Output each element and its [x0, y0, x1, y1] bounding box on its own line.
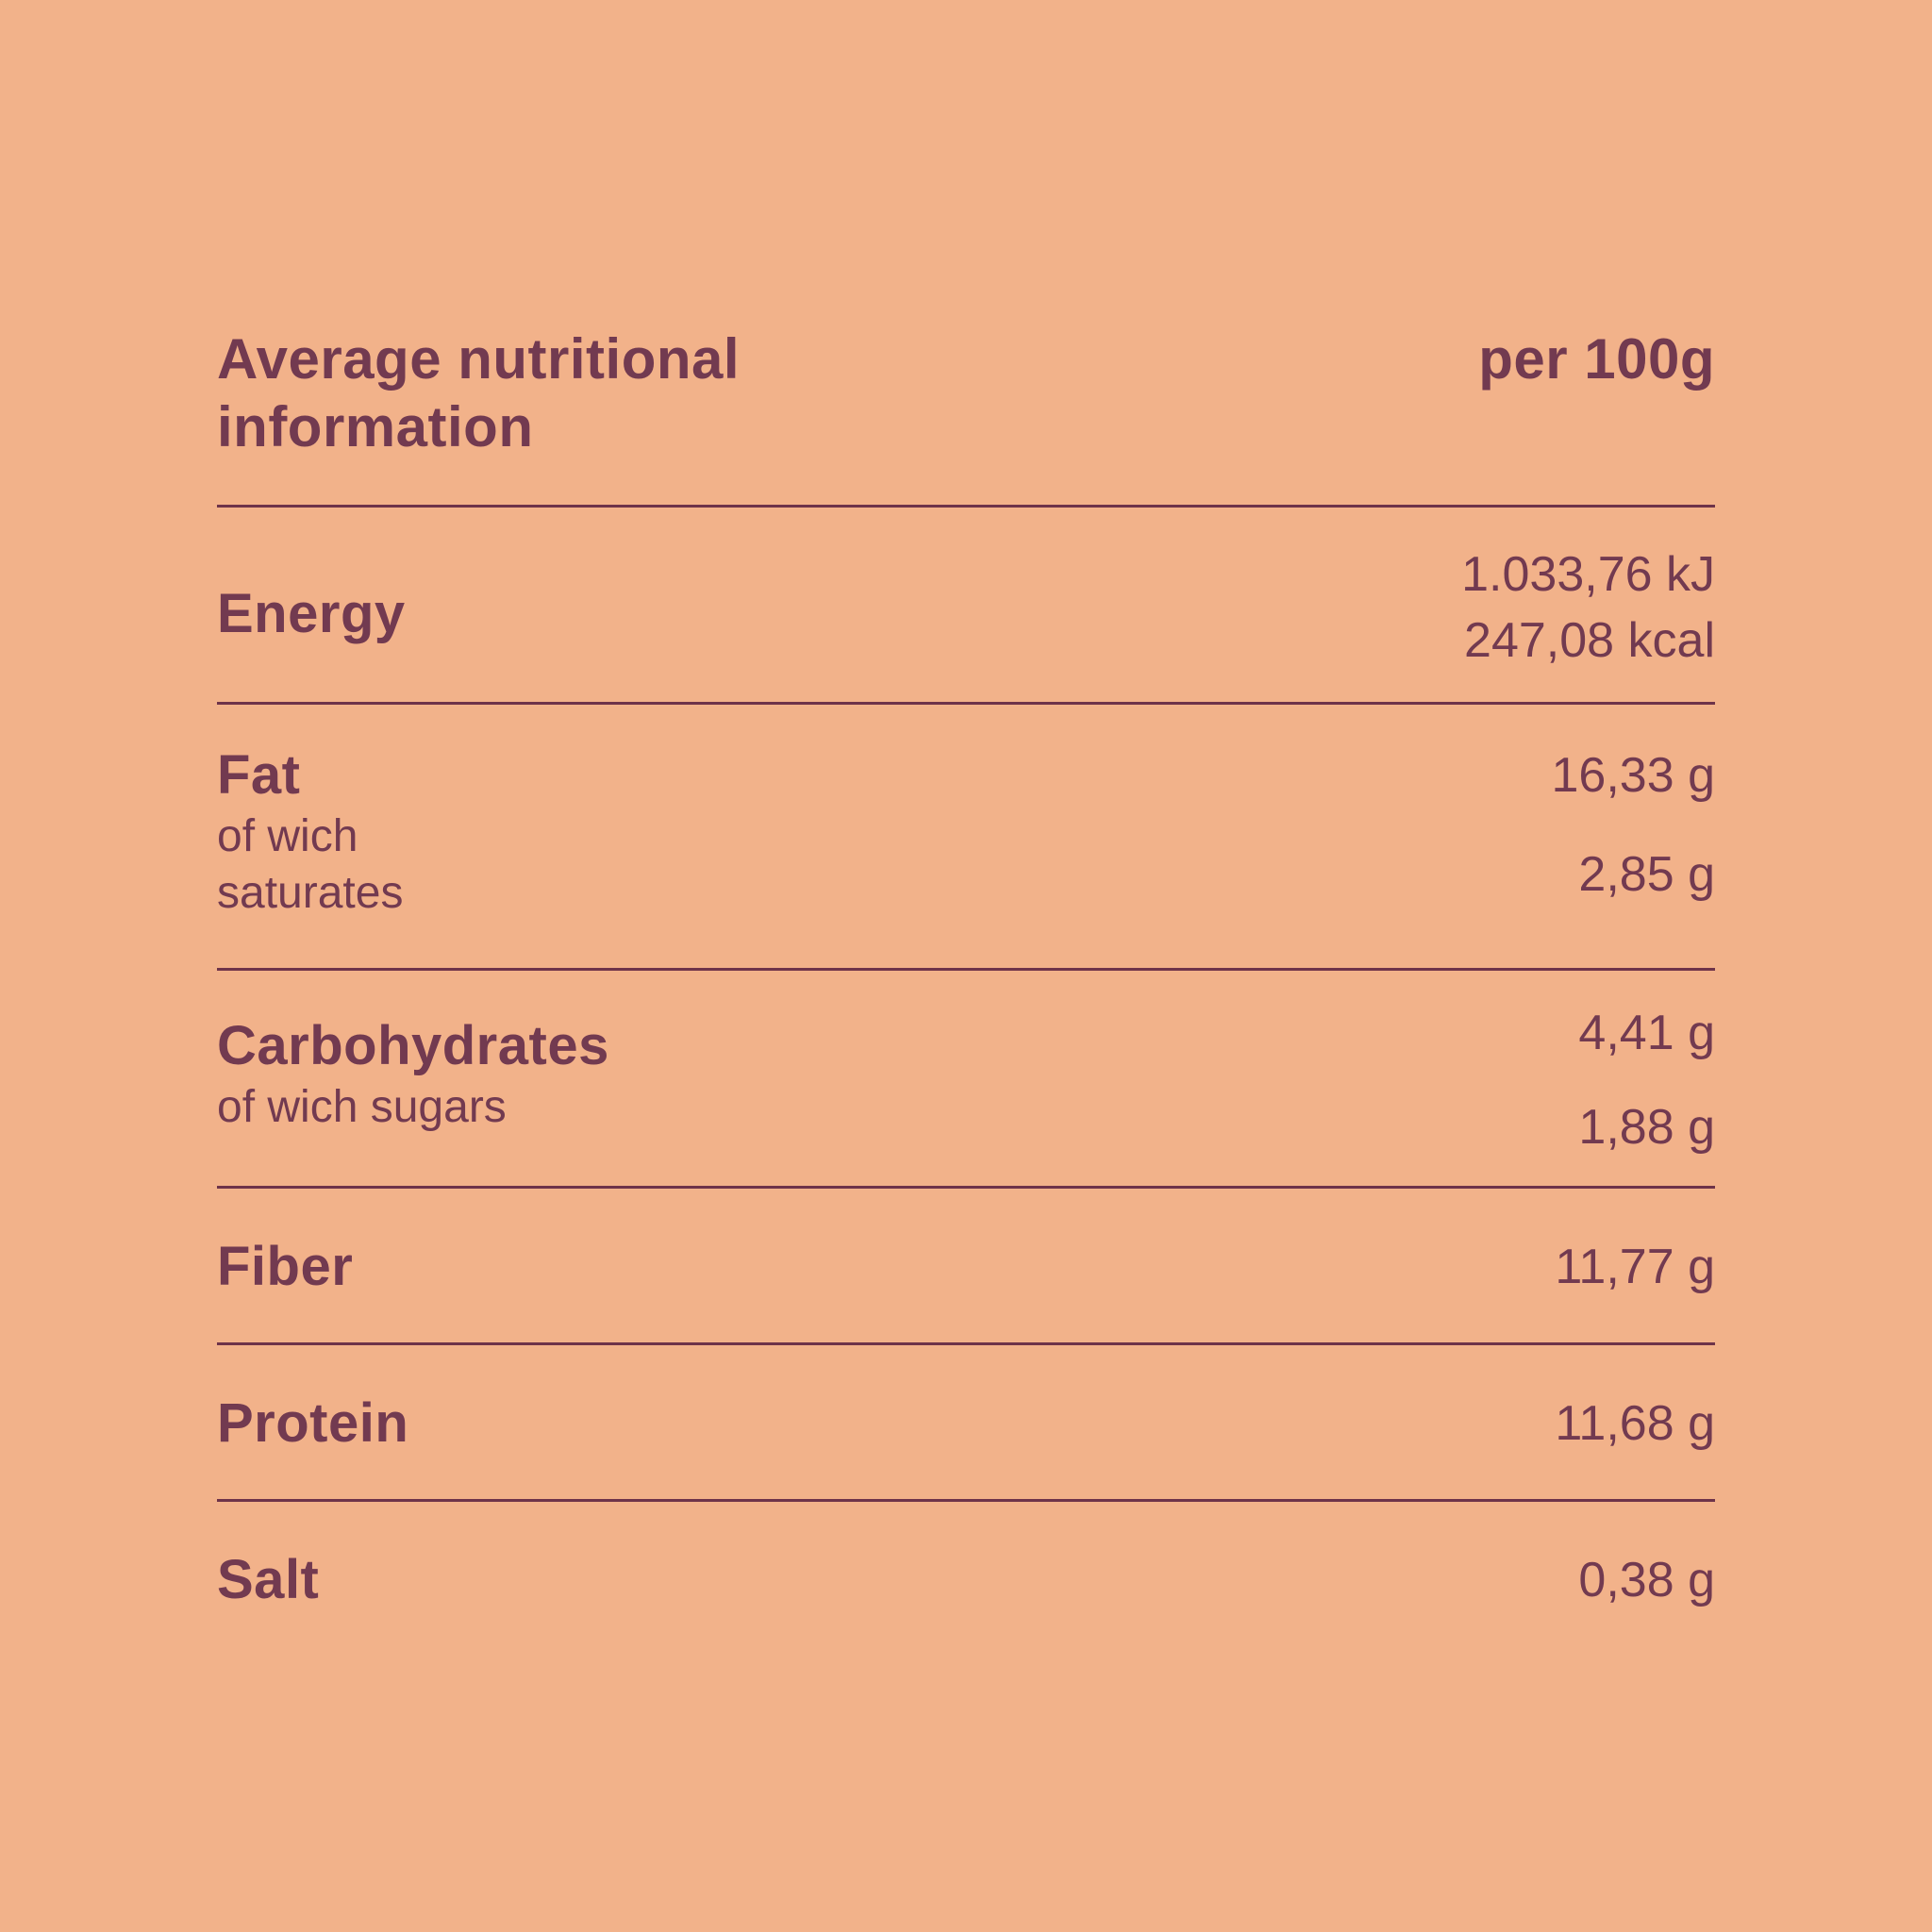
- row-label-carbohydrates: Carbohydrates: [217, 1015, 609, 1076]
- protein-value: 11,68 g: [1555, 1396, 1715, 1451]
- row-labels-fat: Fat of wich saturates: [217, 742, 403, 922]
- table-row-fat: Fat of wich saturates 16,33 g 2,85 g: [217, 702, 1715, 968]
- row-values-energy: 1.033,76 kJ 247,08 kcal: [1461, 541, 1715, 674]
- fiber-value: 11,77 g: [1555, 1240, 1715, 1294]
- table-row-salt: Salt 0,38 g: [217, 1499, 1715, 1656]
- row-label-fiber: Fiber: [217, 1236, 354, 1297]
- per-100g-label: per 100g: [1478, 327, 1715, 391]
- row-labels-carbohydrates: Carbohydrates of wich sugars: [217, 1013, 609, 1136]
- row-label-salt: Salt: [217, 1549, 320, 1610]
- row-label-fat: Fat: [217, 744, 301, 806]
- table-row-energy: Energy 1.033,76 kJ 247,08 kcal: [217, 505, 1715, 702]
- energy-kcal-value: 247,08 kcal: [1464, 613, 1715, 668]
- salt-value: 0,38 g: [1578, 1553, 1715, 1607]
- carbohydrates-sub-label: of wich sugars: [217, 1082, 507, 1132]
- fat-value: 16,33 g: [1551, 748, 1716, 803]
- panel-title-line2: information: [217, 395, 534, 458]
- row-label-energy: Energy: [217, 583, 406, 644]
- row-values-carbohydrates: 4,41 g 1,88 g: [1578, 1006, 1715, 1160]
- panel-header: Average nutritional information per 100g: [217, 325, 1715, 461]
- carbohydrates-value: 4,41 g: [1578, 1006, 1715, 1060]
- nutrition-panel: Average nutritional information per 100g …: [217, 0, 1715, 1656]
- row-values-fat: 16,33 g 2,85 g: [1552, 742, 1716, 908]
- carbohydrates-sugars-value: 1,88 g: [1578, 1100, 1715, 1155]
- fat-sub-label-line2: saturates: [217, 868, 404, 918]
- panel-title: Average nutritional information: [217, 325, 740, 461]
- fat-saturates-value: 2,85 g: [1578, 847, 1715, 902]
- table-row-protein: Protein 11,68 g: [217, 1342, 1715, 1499]
- energy-kj-value: 1.033,76 kJ: [1461, 547, 1715, 602]
- panel-title-line1: Average nutritional: [217, 327, 741, 391]
- table-row-carbohydrates: Carbohydrates of wich sugars 4,41 g 1,88…: [217, 968, 1715, 1186]
- row-label-protein: Protein: [217, 1392, 409, 1454]
- nutrition-table: Energy 1.033,76 kJ 247,08 kcal Fat of wi…: [217, 505, 1715, 1656]
- table-row-fiber: Fiber 11,77 g: [217, 1186, 1715, 1342]
- fat-sub-label-line1: of wich: [217, 811, 358, 861]
